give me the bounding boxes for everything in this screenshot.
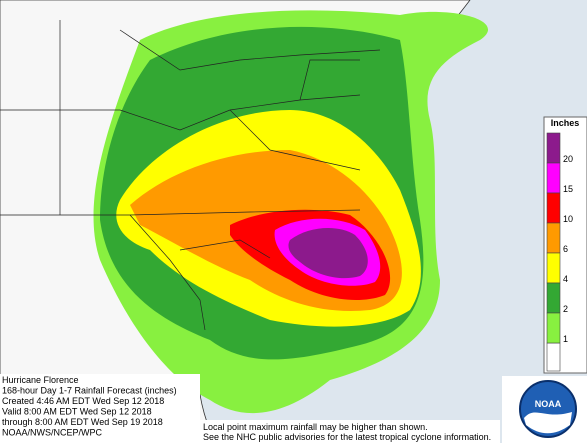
caption-line: Created 4:46 AM EDT Wed Sep 12 2018 xyxy=(2,396,164,406)
legend-label: 2 xyxy=(563,304,568,314)
legend-swatch xyxy=(546,162,561,194)
legend-swatch xyxy=(546,312,561,344)
legend-title: Inches xyxy=(551,118,580,128)
legend-label: 1 xyxy=(563,334,568,344)
rainfall-contours xyxy=(93,10,489,414)
caption-line: Valid 8:00 AM EDT Wed Sep 12 2018 xyxy=(2,407,152,417)
note: See the NHC public advisories for the la… xyxy=(203,432,491,442)
caption-line: Hurricane Florence xyxy=(2,375,79,385)
legend-label: 10 xyxy=(563,214,573,224)
logo-wave xyxy=(524,412,572,434)
logo-text: NOAA xyxy=(535,399,562,409)
state-borders xyxy=(0,20,381,331)
legend-swatch xyxy=(546,252,561,284)
legend-swatch xyxy=(546,192,561,224)
legend-swatch xyxy=(546,282,561,314)
caption-line: through 8:00 AM EDT Wed Sep 19 2018 xyxy=(2,417,163,427)
caption-line: NOAA/NWS/NCEP/WPC xyxy=(2,428,103,438)
note: Local point maximum rainfall may be high… xyxy=(203,422,428,432)
legend-swatch xyxy=(546,222,561,254)
legend-swatch xyxy=(546,132,561,164)
legend-label: 15 xyxy=(563,184,573,194)
contour-20 xyxy=(288,228,368,279)
legend-label: 4 xyxy=(563,274,568,284)
caption-line: 168-hour Day 1-7 Rainfall Forecast (inch… xyxy=(2,386,177,396)
legend: Inches 20 15 10 6 4 2 1 xyxy=(543,116,587,374)
legend-label: 6 xyxy=(563,244,568,254)
legend-swatch-none xyxy=(546,342,561,372)
notes-box xyxy=(200,420,500,443)
legend-label: 20 xyxy=(563,154,573,164)
caption-box xyxy=(0,374,200,443)
